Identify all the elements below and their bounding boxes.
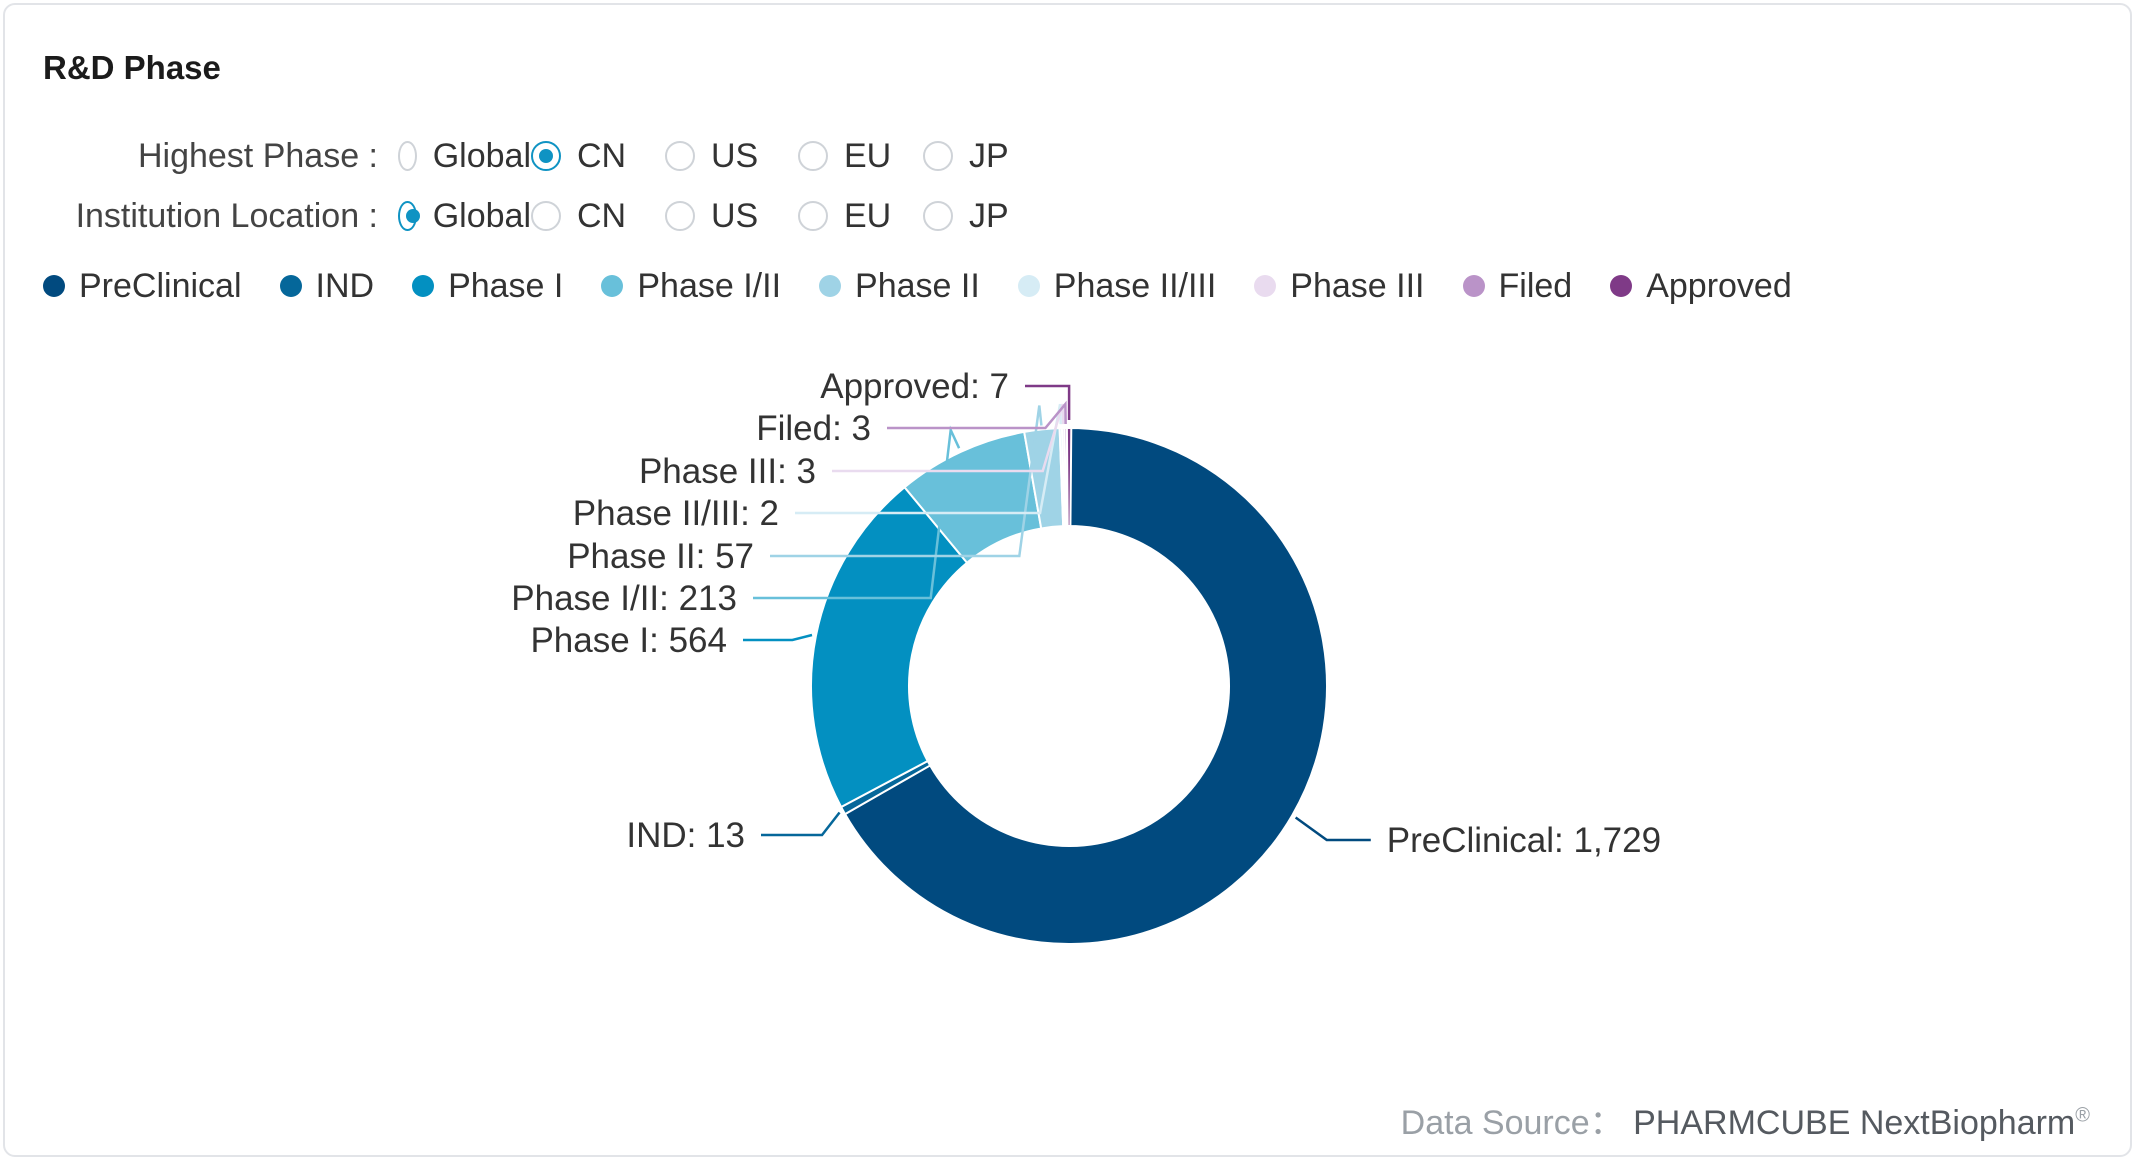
radio-circle-icon[interactable] [398,201,420,231]
chart-legend: PreClinical IND Phase I Phase I/II Phase II P… [43,261,1830,311]
data-label: Phase II/III: 2 [573,494,779,533]
data-source-brand[interactable]: PHARMCUBE NextBiopharm [1633,1104,2076,1142]
radio-label: EU [844,196,892,235]
legend-item[interactable]: Phase I/II [601,267,781,306]
label-leader-line [761,811,841,837]
radio-label: Global [432,196,531,235]
radio-circle-icon[interactable] [665,141,695,171]
radio-global[interactable]: Global [398,197,531,236]
legend-dot-icon [1610,275,1633,297]
legend-item[interactable]: Phase III [1254,266,1425,306]
radio-jp[interactable]: JP [923,137,1023,176]
radio-eu[interactable]: EU [798,137,923,176]
filter-highest-phase: Highest Phase : Global CN US EU JP [5,131,1023,181]
radio-cn[interactable]: CN [531,137,665,176]
label-leader-line [887,400,1067,430]
legend-dot-icon [819,275,842,297]
legend-label: Phase I/II [637,266,782,305]
legend-dot-icon [1462,275,1485,297]
legend-dot-icon [279,275,302,297]
filter-institution-location: Institution Location : Global CN US EU JP [5,191,1023,241]
radio-circle-icon[interactable] [398,141,417,171]
radio-us[interactable]: US [665,197,798,236]
radio-us[interactable]: US [665,137,798,176]
filter-label: Institution Location : [75,196,378,235]
legend-label: Phase III [1290,266,1425,305]
pie-slice-approved[interactable] [1065,426,1073,528]
radio-circle-icon[interactable] [531,201,561,231]
pie-slice-phase-i[interactable] [810,485,969,809]
radio-circle-icon[interactable] [798,141,828,171]
data-label: Phase I/II: 213 [511,579,737,618]
radio-circle-icon[interactable] [923,201,953,231]
data-label: Approved: 7 [820,367,1009,406]
filter-label: Highest Phase : [137,136,378,175]
data-label: Filed: 3 [756,409,871,448]
registered-mark: ® [2075,1104,2090,1127]
radio-label: CN [577,196,627,235]
radio-label: Global [432,136,531,175]
label-leader-line [770,405,1043,558]
radio-cn[interactable]: CN [531,197,665,236]
data-source-prefix: Data Source： [1400,1104,1624,1142]
radio-label: US [711,196,759,235]
radio-circle-icon[interactable] [798,201,828,231]
pie-slice-preclinical[interactable] [843,426,1328,945]
legend-item[interactable]: Approved [1610,267,1792,306]
legend-item[interactable]: PreClinical [43,267,242,306]
legend-label: PreClinical [79,266,242,305]
label-leader-line [743,633,813,642]
radio-eu[interactable]: EU [798,197,923,236]
radio-circle-icon[interactable] [665,201,695,231]
label-leader-line [1294,816,1371,842]
data-label: Phase I: 564 [530,621,727,660]
legend-item[interactable]: Phase II [819,267,980,306]
radio-label: JP [969,196,1009,235]
legend-label: Phase II/III [1053,266,1217,305]
legend-dot-icon [1254,275,1277,297]
legend-label: Filed [1498,266,1573,305]
data-label: Phase II: 57 [567,537,754,576]
legend-item[interactable]: IND [279,266,375,306]
legend-item[interactable]: Phase I [412,267,563,306]
legend-label: Phase II [855,266,980,305]
chart-card: R&D Phase Highest Phase : Global CN US EU JP … [3,3,2132,1157]
data-label: IND: 13 [626,816,745,855]
radio-label: EU [844,136,892,175]
label-leader-line [1025,384,1071,420]
radio-global[interactable]: Global [398,137,531,176]
data-label: Phase III: 3 [639,452,816,491]
radio-circle-icon[interactable] [923,141,953,171]
radio-label: US [711,136,759,175]
legend-label: IND [315,266,375,305]
legend-label: Phase I [448,266,564,305]
radio-circle-icon[interactable] [531,141,561,171]
radio-label: CN [577,136,627,175]
legend-dot-icon [412,275,435,297]
data-label: PreClinical: 1,729 [1387,821,1661,860]
data-source: Data Source： PHARMCUBE NextBiopharm® [1401,1095,2090,1144]
card-title: R&D Phase [43,49,221,86]
legend-dot-icon [601,275,624,297]
label-leader-line [832,403,1065,473]
legend-label: Approved [1646,266,1792,305]
legend-item[interactable]: Filed [1462,266,1573,306]
radio-label: JP [969,136,1009,175]
legend-dot-icon [43,275,65,297]
legend-dot-icon [1017,275,1040,297]
radio-jp[interactable]: JP [923,197,1023,236]
legend-item[interactable]: Phase II/III [1017,266,1217,306]
